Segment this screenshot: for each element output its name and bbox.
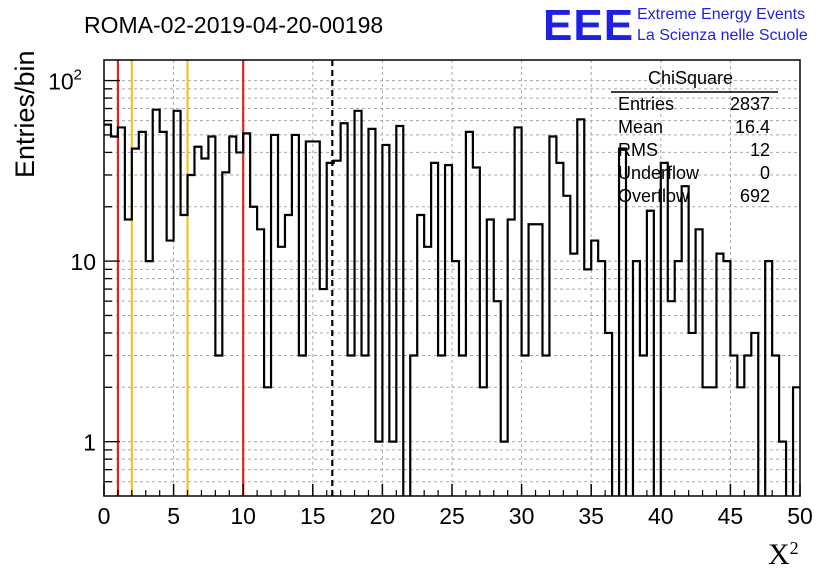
stats-box: ChiSquare Entries 2837 Mean 16.4 RMS 12 …	[611, 68, 778, 206]
x-tick-label: 45	[718, 503, 744, 529]
stats-value: 16.4	[735, 117, 770, 137]
stats-label: Mean	[618, 117, 663, 137]
y-tick-label: 1	[83, 430, 96, 456]
y-tick-label: 10	[70, 249, 96, 275]
stats-label: Entries	[618, 94, 674, 114]
x-tick-label: 50	[787, 503, 813, 529]
x-tick-label: 35	[578, 503, 604, 529]
stats-label: Overflow	[618, 186, 690, 206]
histogram-series	[104, 108, 800, 496]
stats-title: ChiSquare	[648, 68, 733, 88]
logo-line-1: Extreme Energy Events	[637, 6, 805, 23]
y-tick-label: 102	[48, 67, 82, 95]
run-title: ROMA-02-2019-04-20-00198	[84, 12, 383, 38]
x-tick-label: 15	[300, 503, 326, 529]
stats-value: 0	[760, 163, 770, 183]
y-axis-label: Entries/bin	[10, 50, 40, 178]
stats-label: Underflow	[618, 163, 700, 183]
y-tick-exponent: 2	[74, 67, 82, 84]
x-tick-label: 30	[509, 503, 535, 529]
reference-lines	[116, 60, 334, 496]
eee-logo: EEE Extreme Energy Events La Scienza nel…	[543, 1, 808, 50]
x-tick-label: 25	[439, 503, 465, 529]
x-tick-label: 10	[230, 503, 256, 529]
x-tick-label: 5	[167, 503, 180, 529]
stats-label: RMS	[618, 140, 658, 160]
x-axis-label: X2	[768, 538, 799, 571]
stats-value: 2837	[730, 94, 770, 114]
x-tick-label: 0	[98, 503, 111, 529]
logo-line-2: La Scienza nelle Scuole	[637, 27, 808, 44]
stats-value: 692	[740, 186, 770, 206]
stats-value: 12	[750, 140, 770, 160]
logo-text: EEE	[543, 1, 634, 50]
x-tick-label: 40	[648, 503, 674, 529]
x-tick-label: 20	[370, 503, 396, 529]
